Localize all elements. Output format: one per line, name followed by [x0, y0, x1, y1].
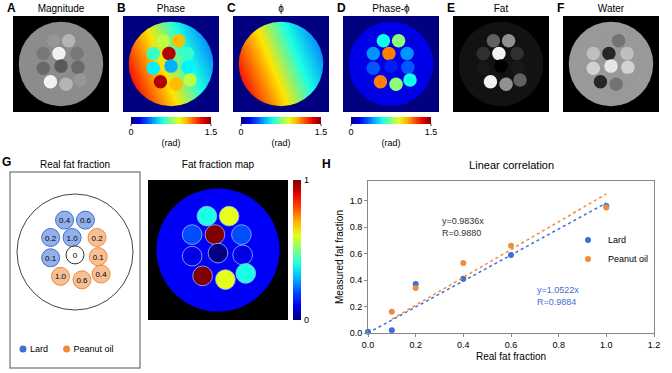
svg-text:0.2: 0.2: [45, 234, 57, 243]
svg-text:Water: Water: [598, 3, 625, 14]
svg-text:Fat fraction map: Fat fraction map: [182, 159, 255, 170]
svg-text:H: H: [322, 157, 331, 171]
svg-text:y=1.0522xR=0.9884: y=1.0522xR=0.9884: [537, 285, 579, 307]
svg-text:y=0.9836xR=0.9880: y=0.9836xR=0.9880: [442, 216, 484, 238]
svg-text:0.6: 0.6: [350, 249, 363, 259]
svg-text:0.8: 0.8: [350, 222, 363, 232]
svg-text:1.0: 1.0: [350, 196, 363, 206]
svg-text:(rad): (rad): [271, 138, 290, 148]
svg-text:1.0: 1.0: [67, 234, 79, 243]
svg-text:1: 1: [304, 175, 309, 185]
svg-text:Real fat fraction: Real fat fraction: [476, 351, 546, 362]
svg-text:0.2: 0.2: [350, 302, 363, 312]
svg-text:1.5: 1.5: [205, 127, 218, 137]
svg-text:0: 0: [73, 251, 78, 260]
svg-text:0.4: 0.4: [350, 275, 363, 285]
svg-text:1.5: 1.5: [315, 127, 328, 137]
svg-text:Phase-ϕ: Phase-ϕ: [372, 3, 410, 14]
svg-text:1.0: 1.0: [600, 340, 613, 350]
svg-text:(rad): (rad): [161, 138, 180, 148]
svg-text:0.6: 0.6: [505, 340, 518, 350]
svg-text:Peanut oil: Peanut oil: [74, 344, 114, 354]
svg-text:Peanut oil: Peanut oil: [608, 254, 648, 264]
svg-text:0.6: 0.6: [76, 276, 88, 285]
svg-text:0.1: 0.1: [45, 254, 57, 263]
svg-text:B: B: [117, 1, 126, 15]
svg-text:0: 0: [348, 127, 353, 137]
svg-text:0.4: 0.4: [457, 340, 470, 350]
svg-text:0: 0: [304, 315, 309, 325]
svg-text:C: C: [227, 1, 236, 15]
svg-text:0.6: 0.6: [80, 216, 92, 225]
svg-text:0.2: 0.2: [409, 340, 422, 350]
svg-text:1.5: 1.5: [425, 127, 438, 137]
svg-text:0.0: 0.0: [362, 340, 375, 350]
svg-text:0.4: 0.4: [96, 270, 108, 279]
svg-text:Lard: Lard: [30, 344, 48, 354]
svg-text:1.2: 1.2: [648, 340, 661, 350]
svg-text:0.1: 0.1: [93, 253, 105, 262]
svg-text:0: 0: [128, 127, 133, 137]
svg-text:F: F: [557, 1, 564, 15]
svg-text:Linear correlation: Linear correlation: [469, 159, 554, 171]
svg-text:0.0: 0.0: [350, 328, 363, 338]
svg-text:E: E: [447, 1, 455, 15]
svg-text:G: G: [2, 155, 11, 169]
svg-text:Fat: Fat: [494, 3, 509, 14]
svg-text:D: D: [337, 1, 346, 15]
svg-text:A: A: [7, 1, 16, 15]
svg-text:Phase: Phase: [157, 3, 186, 14]
svg-text:(rad): (rad): [381, 138, 400, 148]
svg-text:0: 0: [238, 127, 243, 137]
svg-text:Lard: Lard: [608, 235, 626, 245]
svg-text:0.4: 0.4: [59, 216, 71, 225]
svg-text:0.2: 0.2: [91, 234, 103, 243]
svg-text:Magnitude: Magnitude: [38, 3, 85, 14]
svg-text:1.0: 1.0: [55, 272, 67, 281]
svg-text:0.8: 0.8: [552, 340, 565, 350]
svg-text:Measured fat fraction: Measured fat fraction: [334, 210, 345, 304]
svg-text:Real fat fraction: Real fat fraction: [40, 159, 110, 170]
svg-text:ϕ: ϕ: [278, 3, 284, 14]
